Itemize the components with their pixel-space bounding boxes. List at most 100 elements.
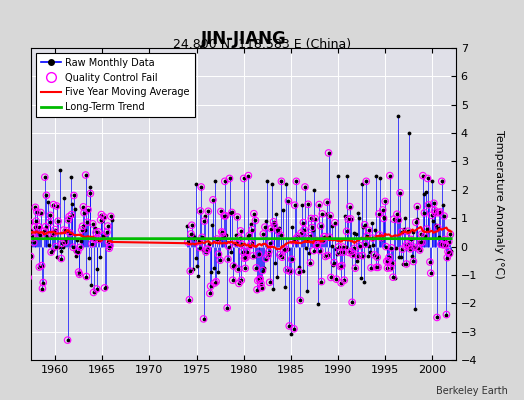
Point <box>257 284 266 291</box>
Point <box>106 242 114 249</box>
Point <box>305 232 314 239</box>
Point <box>356 242 364 249</box>
Point <box>293 233 302 240</box>
Point <box>375 232 384 238</box>
Point <box>445 250 454 257</box>
Point <box>270 222 278 228</box>
Point <box>78 227 86 233</box>
Point <box>303 236 311 242</box>
Point <box>102 284 110 290</box>
Point <box>279 247 288 253</box>
Point <box>304 201 312 208</box>
Point <box>444 248 452 255</box>
Point <box>60 195 69 202</box>
Point <box>321 253 330 260</box>
Point <box>217 229 226 235</box>
Point <box>266 240 275 246</box>
Point <box>199 316 208 322</box>
Point <box>84 255 93 262</box>
Point <box>316 223 325 229</box>
Point <box>103 229 111 236</box>
Point <box>289 238 297 244</box>
Point <box>235 280 243 287</box>
Point <box>214 251 223 258</box>
Point <box>291 236 300 242</box>
Point <box>299 219 308 226</box>
Point <box>66 230 74 236</box>
Point <box>296 297 304 304</box>
Point <box>403 228 412 234</box>
Point <box>106 213 115 220</box>
Point <box>71 206 80 212</box>
Point <box>213 269 222 276</box>
Point <box>69 244 77 250</box>
Point <box>295 264 303 271</box>
Point <box>264 252 272 259</box>
Point <box>189 232 198 238</box>
Point <box>247 240 256 246</box>
Point <box>234 266 242 272</box>
Point <box>405 130 413 136</box>
Point <box>28 232 36 238</box>
Point <box>236 228 245 234</box>
Point <box>78 223 86 230</box>
Point <box>105 245 113 252</box>
Point <box>212 278 220 285</box>
Point <box>334 244 343 250</box>
Point <box>364 227 373 234</box>
Point <box>240 255 248 261</box>
Point <box>46 212 54 218</box>
Point <box>221 213 230 219</box>
Point <box>381 198 389 205</box>
Point <box>410 244 418 250</box>
Point <box>323 252 332 259</box>
Point <box>225 175 234 182</box>
Point <box>403 241 411 247</box>
Point <box>257 280 265 287</box>
Point <box>339 244 347 250</box>
Point <box>207 268 215 275</box>
Point <box>101 232 110 238</box>
Point <box>427 212 435 218</box>
Point <box>356 274 365 281</box>
Point <box>359 278 368 285</box>
Point <box>304 250 313 256</box>
Point <box>216 208 225 215</box>
Point <box>52 203 61 209</box>
Point <box>224 243 233 250</box>
Point <box>73 237 81 243</box>
Point <box>202 249 210 255</box>
Point <box>249 253 257 259</box>
Point <box>345 204 354 210</box>
Point <box>74 269 83 275</box>
Point <box>367 265 375 271</box>
Point <box>39 279 47 286</box>
Point <box>23 201 31 207</box>
Point <box>43 232 51 239</box>
Point <box>238 248 247 255</box>
Point <box>425 259 434 265</box>
Point <box>394 217 402 223</box>
Point <box>330 259 338 266</box>
Point <box>89 221 97 227</box>
Point <box>216 257 224 264</box>
Point <box>194 272 202 279</box>
Point <box>35 264 43 270</box>
Point <box>293 233 302 240</box>
Point <box>397 229 406 235</box>
Point <box>270 222 278 228</box>
Point <box>70 192 78 199</box>
Point <box>193 262 201 269</box>
Point <box>45 219 53 226</box>
Point <box>202 249 210 255</box>
Point <box>389 216 398 222</box>
Point <box>319 237 327 244</box>
Point <box>24 274 32 281</box>
Point <box>411 306 419 312</box>
Point <box>26 253 35 260</box>
Point <box>81 172 90 178</box>
Point <box>280 284 289 290</box>
Point <box>385 254 393 260</box>
Point <box>403 241 411 247</box>
Point <box>229 263 237 269</box>
